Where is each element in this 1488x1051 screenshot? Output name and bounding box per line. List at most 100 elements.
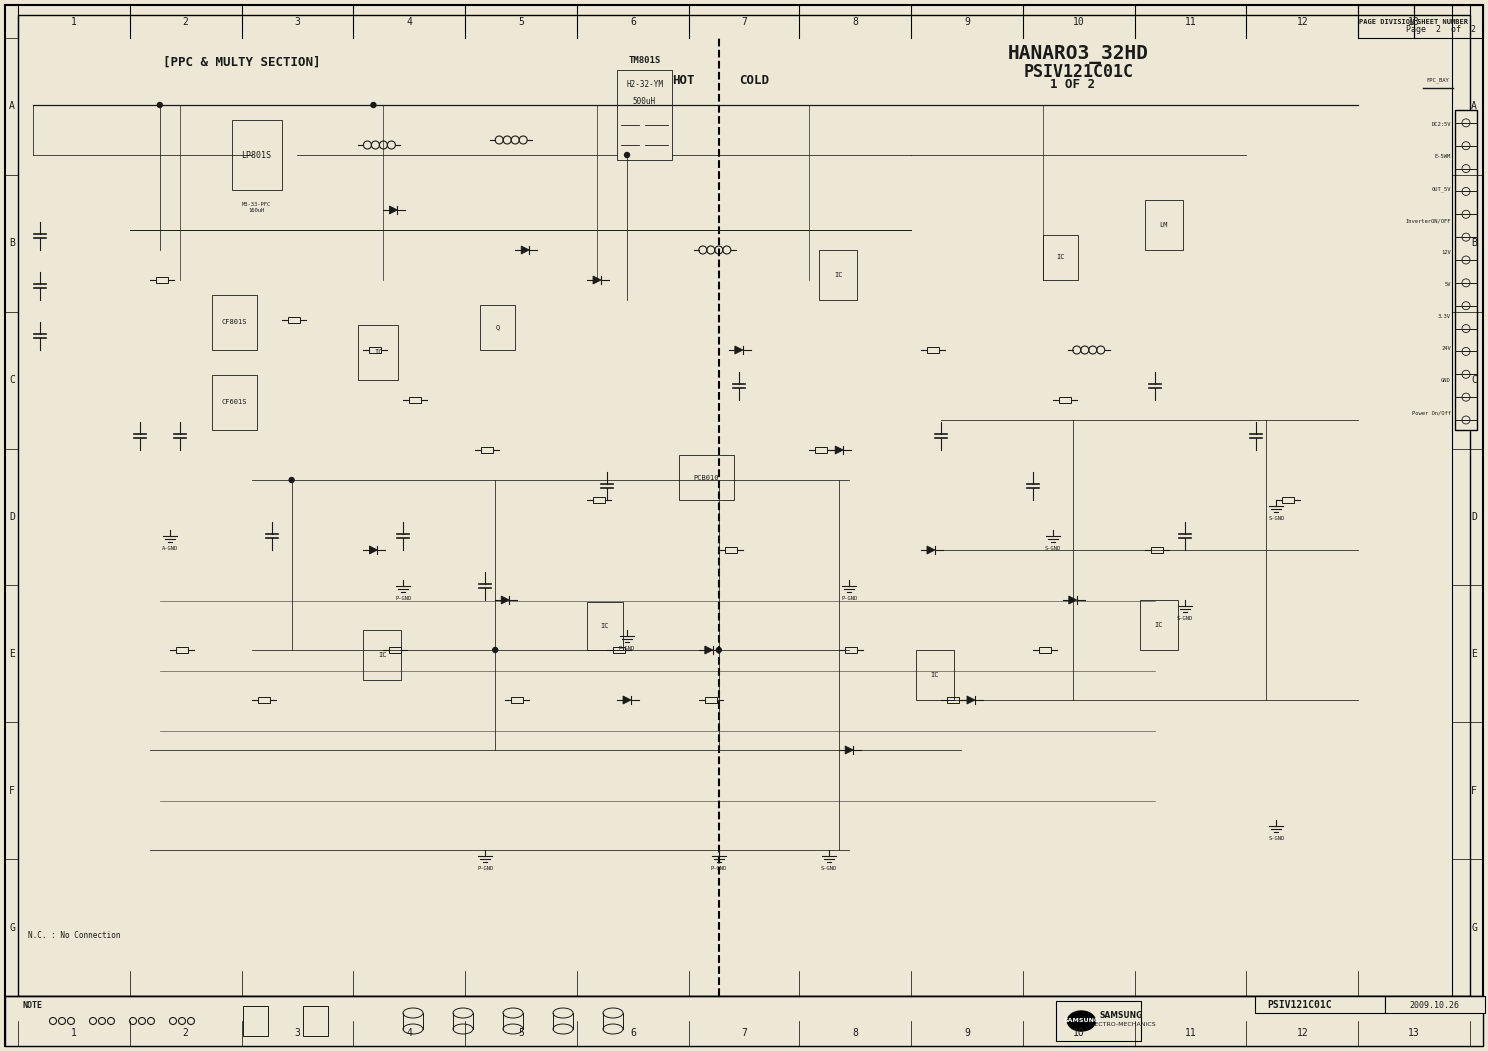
Text: 1: 1 bbox=[71, 17, 77, 27]
Bar bbox=[1254, 996, 1385, 1013]
Bar bbox=[304, 1006, 327, 1036]
Text: 8: 8 bbox=[853, 17, 859, 27]
Text: InverterON/OFF: InverterON/OFF bbox=[1406, 219, 1451, 224]
Text: FPC_BAY: FPC_BAY bbox=[1427, 78, 1449, 83]
Bar bbox=[1455, 110, 1478, 430]
Text: 3: 3 bbox=[295, 17, 301, 27]
Bar bbox=[679, 455, 734, 500]
Text: SHEET NUMBER: SHEET NUMBER bbox=[1417, 19, 1467, 25]
Polygon shape bbox=[390, 206, 397, 214]
Bar bbox=[363, 630, 402, 680]
Polygon shape bbox=[967, 696, 975, 704]
Bar bbox=[211, 295, 256, 350]
Text: S-GND: S-GND bbox=[1268, 836, 1284, 841]
Text: E: E bbox=[1472, 648, 1478, 659]
Text: B: B bbox=[9, 239, 15, 248]
Bar bbox=[1059, 397, 1071, 403]
Text: DC2:5V: DC2:5V bbox=[1431, 123, 1451, 127]
Bar bbox=[257, 697, 269, 703]
Bar bbox=[1043, 235, 1077, 280]
Text: A-GND: A-GND bbox=[162, 547, 179, 551]
Text: E-5WM: E-5WM bbox=[1434, 154, 1451, 160]
Polygon shape bbox=[705, 646, 713, 654]
Text: PAGE DIVISION: PAGE DIVISION bbox=[1359, 19, 1414, 25]
Text: 2: 2 bbox=[183, 1028, 189, 1038]
Polygon shape bbox=[845, 746, 853, 754]
Text: 9: 9 bbox=[964, 17, 970, 27]
Text: F: F bbox=[9, 786, 15, 796]
Text: IC: IC bbox=[1155, 622, 1162, 628]
Text: HOT: HOT bbox=[673, 74, 695, 86]
Circle shape bbox=[625, 152, 629, 158]
Text: 11: 11 bbox=[1184, 17, 1196, 27]
Text: M3-33-PFC
160uH: M3-33-PFC 160uH bbox=[243, 202, 271, 212]
Text: 24V: 24V bbox=[1442, 347, 1451, 351]
Text: PSIV121C01C: PSIV121C01C bbox=[1024, 63, 1134, 81]
Text: IC: IC bbox=[373, 350, 382, 355]
Text: SAMSUNG: SAMSUNG bbox=[1064, 1018, 1100, 1024]
Text: P-GND: P-GND bbox=[711, 866, 728, 871]
Bar bbox=[211, 375, 256, 430]
Bar bbox=[588, 602, 623, 650]
Bar bbox=[1150, 547, 1162, 553]
Bar bbox=[1039, 647, 1051, 653]
Text: 12: 12 bbox=[1296, 17, 1308, 27]
Polygon shape bbox=[927, 547, 934, 554]
Bar bbox=[1056, 1001, 1141, 1040]
Bar bbox=[359, 325, 399, 380]
Text: 7: 7 bbox=[741, 17, 747, 27]
Bar bbox=[390, 647, 402, 653]
Text: IC: IC bbox=[1056, 254, 1064, 261]
Bar bbox=[176, 647, 187, 653]
Text: S-GND: S-GND bbox=[1268, 516, 1284, 521]
Text: 6: 6 bbox=[629, 1028, 635, 1038]
Text: 3.3V: 3.3V bbox=[1437, 314, 1451, 320]
Bar bbox=[845, 647, 857, 653]
Text: P-GND: P-GND bbox=[841, 596, 857, 601]
Bar bbox=[815, 447, 827, 453]
Text: 5: 5 bbox=[518, 17, 524, 27]
Bar bbox=[481, 305, 515, 350]
Text: 12: 12 bbox=[1296, 1028, 1308, 1038]
Text: 1: 1 bbox=[71, 1028, 77, 1038]
Text: 5: 5 bbox=[518, 1028, 524, 1038]
Bar bbox=[917, 650, 954, 700]
Text: 12V: 12V bbox=[1442, 250, 1451, 255]
Polygon shape bbox=[735, 346, 743, 354]
Bar bbox=[946, 697, 958, 703]
Text: SAMSUNG: SAMSUNG bbox=[1100, 1010, 1143, 1019]
Bar bbox=[156, 277, 168, 283]
Bar bbox=[512, 697, 524, 703]
Text: CF601S: CF601S bbox=[222, 399, 247, 406]
Bar bbox=[369, 347, 381, 353]
Bar bbox=[594, 497, 606, 503]
Bar bbox=[287, 317, 299, 323]
Text: 500uH: 500uH bbox=[632, 98, 656, 106]
Text: TM801S: TM801S bbox=[628, 56, 661, 65]
Text: 11: 11 bbox=[1184, 1028, 1196, 1038]
Bar bbox=[409, 397, 421, 403]
Bar bbox=[1414, 5, 1484, 38]
Bar bbox=[4, 996, 1484, 1046]
Ellipse shape bbox=[1067, 1011, 1095, 1031]
Bar bbox=[927, 347, 939, 353]
Text: 10: 10 bbox=[1073, 1028, 1085, 1038]
Text: PCB010: PCB010 bbox=[693, 474, 719, 480]
Text: IC: IC bbox=[930, 672, 939, 678]
Text: 1 OF 2: 1 OF 2 bbox=[1051, 79, 1095, 91]
Bar bbox=[232, 120, 281, 190]
Text: D: D bbox=[9, 512, 15, 522]
Text: 13: 13 bbox=[1408, 1028, 1420, 1038]
Text: LP801S: LP801S bbox=[241, 150, 272, 160]
Text: 13: 13 bbox=[1408, 17, 1420, 27]
Polygon shape bbox=[501, 596, 509, 604]
Text: P-GND: P-GND bbox=[619, 646, 635, 651]
Circle shape bbox=[371, 103, 376, 107]
Text: D: D bbox=[1472, 512, 1478, 522]
Bar bbox=[618, 70, 673, 160]
Text: HANARO3_32HD: HANARO3_32HD bbox=[1009, 45, 1149, 64]
Text: 4: 4 bbox=[406, 1028, 412, 1038]
Bar bbox=[820, 250, 857, 300]
Polygon shape bbox=[594, 276, 601, 284]
Text: N.C. : No Connection: N.C. : No Connection bbox=[28, 931, 121, 941]
